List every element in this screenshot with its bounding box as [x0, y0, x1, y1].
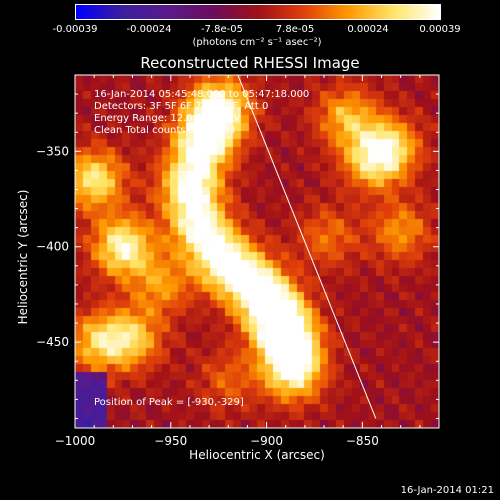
- chart-title: Reconstructed RHESSI Image: [140, 54, 360, 72]
- colorbar-tick: 0.00024: [347, 24, 389, 35]
- plot-frame: [74, 74, 440, 429]
- colorbar-tick: 0.00039: [419, 24, 461, 35]
- y-tick-label: −450: [36, 335, 69, 349]
- colorbar-ticks: -0.00039 -0.00024 -7.8e-05 7.8e-05 0.000…: [0, 24, 500, 40]
- annotation-peak: Position of Peak = [-930,-329]: [94, 397, 244, 408]
- colorbar-units: (photons cm⁻² s⁻¹ asec⁻²): [192, 37, 322, 48]
- colorbar-tick: -0.00039: [52, 24, 98, 35]
- y-tick-label: −400: [36, 240, 69, 254]
- y-axis-label: Heliocentric Y (arcsec): [16, 189, 30, 325]
- annotation-detectors: Detectors: 3F 5F 6F 7F 8F 9F, Att 0: [94, 101, 269, 112]
- colorbar-tick: -7.8e-05: [201, 24, 243, 35]
- annotation-method: Clean Total counts: 2.5E+03: [94, 125, 236, 136]
- x-tick-label: −900: [250, 434, 283, 448]
- annotation-energy: Energy Range: 12.0-25.0 keV: [94, 113, 241, 124]
- y-tick-label: −350: [36, 144, 69, 158]
- colorbar-tick: 7.8e-05: [275, 24, 315, 35]
- x-ticks: −1000 −950 −900 −850: [55, 75, 421, 448]
- x-axis-label: Heliocentric X (arcsec): [189, 448, 325, 462]
- colorbar: [75, 4, 441, 20]
- limb-line: [237, 75, 377, 419]
- colorbar-tick: -0.00024: [126, 24, 172, 35]
- heatmap-image: [75, 75, 439, 428]
- x-tick-label: −1000: [55, 434, 96, 448]
- footer-timestamp: 16-Jan-2014 01:21: [400, 485, 494, 496]
- annotation-time: 16-Jan-2014 05:45:48.000 to 05:47:18.000: [94, 89, 310, 100]
- x-tick-label: −850: [346, 434, 379, 448]
- y-ticks: −350 −400 −450: [36, 93, 439, 419]
- x-tick-label: −950: [154, 434, 187, 448]
